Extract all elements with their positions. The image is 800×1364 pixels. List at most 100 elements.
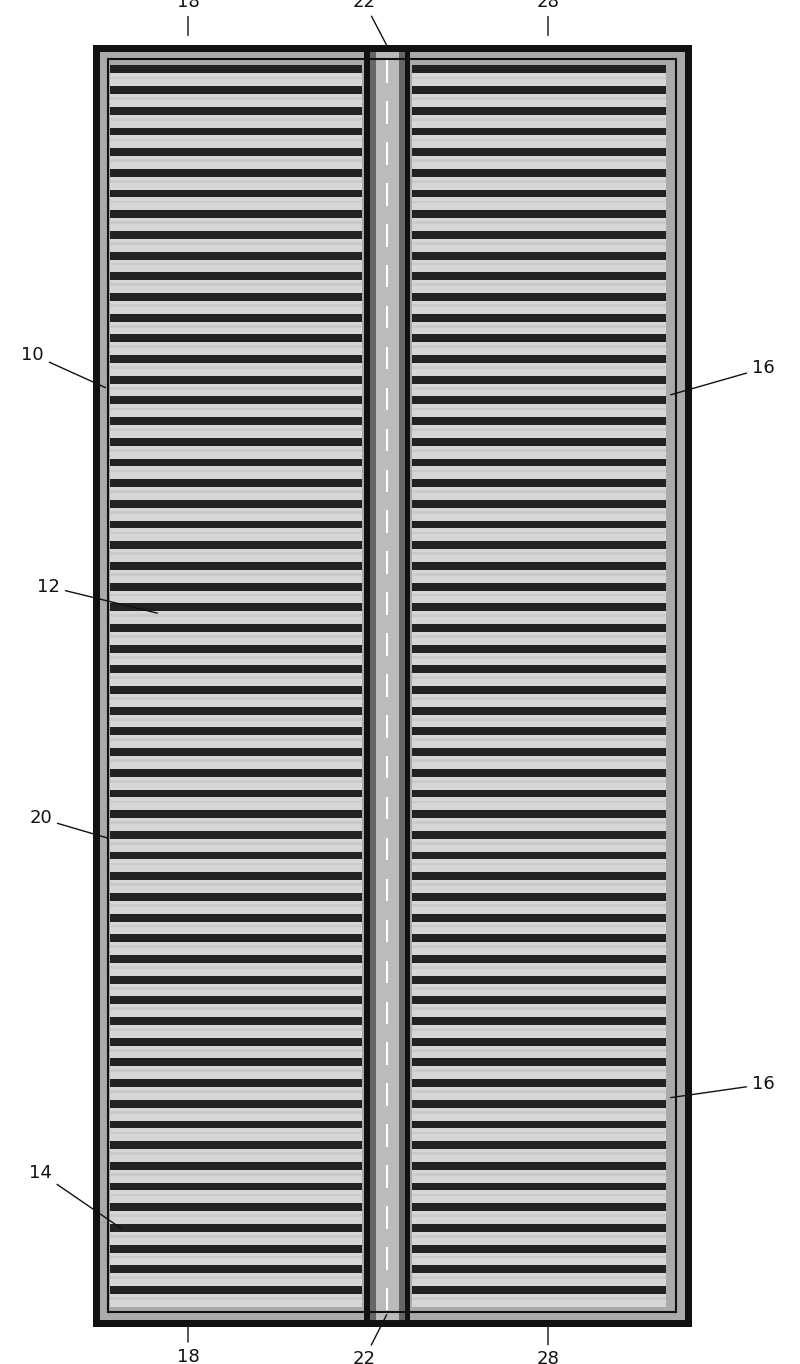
Bar — [412, 780, 666, 783]
Bar — [412, 645, 666, 652]
Bar — [412, 180, 666, 183]
Bar — [412, 873, 666, 880]
Bar — [110, 862, 362, 865]
Bar — [110, 521, 362, 528]
Bar — [412, 550, 666, 562]
Bar — [412, 975, 666, 983]
Bar — [110, 507, 362, 521]
Bar — [412, 383, 666, 397]
Bar — [110, 499, 362, 507]
Bar — [110, 934, 362, 943]
Bar — [110, 1173, 362, 1176]
Bar — [110, 801, 362, 803]
Bar — [110, 469, 362, 472]
Bar — [412, 1132, 666, 1135]
Bar — [110, 674, 362, 686]
Bar — [412, 94, 666, 106]
Bar — [110, 550, 362, 562]
Bar — [412, 1046, 666, 1058]
Bar — [110, 74, 362, 86]
Bar — [412, 582, 666, 591]
Bar — [110, 790, 362, 798]
Bar — [110, 65, 362, 74]
Bar — [110, 839, 362, 851]
Bar — [110, 458, 362, 466]
Bar — [110, 314, 362, 322]
Text: 20: 20 — [30, 809, 108, 837]
Bar — [412, 408, 666, 411]
Bar — [110, 490, 362, 492]
Bar — [110, 697, 362, 700]
Bar — [110, 273, 362, 280]
Bar — [412, 1277, 666, 1279]
Bar — [110, 322, 362, 334]
Bar — [412, 507, 666, 521]
Bar — [412, 325, 666, 327]
Bar — [412, 363, 666, 375]
Bar — [412, 259, 666, 273]
Bar — [110, 873, 362, 880]
Bar — [412, 636, 666, 638]
Bar — [412, 139, 666, 142]
Bar — [110, 397, 362, 404]
Bar — [412, 426, 666, 438]
Bar — [412, 884, 666, 887]
Bar — [110, 1256, 362, 1259]
Bar — [110, 259, 362, 273]
Bar — [110, 293, 362, 301]
Bar — [412, 117, 666, 120]
Bar — [412, 1049, 666, 1052]
Bar — [412, 945, 666, 948]
Bar — [412, 955, 666, 963]
Bar — [412, 160, 666, 162]
Bar — [110, 769, 362, 776]
Bar — [110, 512, 362, 514]
Bar — [110, 652, 362, 666]
Bar — [412, 1069, 666, 1072]
Bar — [412, 1256, 666, 1259]
Bar — [412, 1090, 666, 1093]
Bar — [412, 1153, 666, 1155]
Text: 22: 22 — [353, 0, 386, 45]
Bar — [412, 552, 666, 555]
Bar — [110, 115, 362, 127]
Bar — [110, 1046, 362, 1058]
Bar — [412, 966, 666, 968]
Bar — [110, 1153, 362, 1155]
Bar — [412, 611, 666, 623]
Bar — [412, 904, 666, 907]
Bar — [110, 1079, 362, 1087]
Bar — [412, 1058, 666, 1067]
Bar — [412, 614, 666, 617]
Bar — [412, 127, 666, 135]
Bar — [110, 251, 362, 259]
Bar — [110, 776, 362, 790]
Bar — [110, 1273, 362, 1286]
Bar — [110, 198, 362, 210]
Bar — [412, 1099, 666, 1108]
Bar — [110, 636, 362, 638]
Bar — [110, 65, 362, 1307]
Text: 16: 16 — [670, 1075, 774, 1098]
Bar — [412, 801, 666, 803]
Bar — [110, 925, 362, 928]
Bar — [405, 48, 410, 1323]
Bar — [110, 582, 362, 591]
Bar — [412, 397, 666, 404]
Bar — [412, 831, 666, 839]
Bar — [412, 922, 666, 934]
Bar — [412, 387, 666, 390]
Bar — [110, 438, 362, 446]
Bar — [412, 1004, 666, 1018]
Bar — [110, 542, 362, 550]
Bar — [110, 180, 362, 183]
Bar — [412, 738, 666, 741]
Bar — [110, 562, 362, 570]
Bar — [412, 201, 666, 203]
Bar — [110, 983, 362, 996]
Bar — [110, 221, 362, 224]
Bar — [110, 446, 362, 458]
Bar — [110, 135, 362, 149]
Bar — [412, 769, 666, 776]
Bar — [110, 694, 362, 707]
